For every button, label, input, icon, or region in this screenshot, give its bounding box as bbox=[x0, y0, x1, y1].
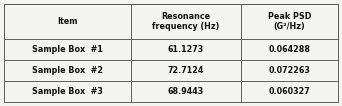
Bar bbox=[131, 81, 241, 102]
Bar bbox=[131, 4, 241, 39]
Bar bbox=[241, 39, 338, 60]
Bar bbox=[131, 60, 241, 81]
Bar bbox=[241, 60, 338, 81]
Bar bbox=[241, 4, 338, 39]
Text: 0.060327: 0.060327 bbox=[268, 87, 311, 96]
Bar bbox=[4, 60, 131, 81]
Bar bbox=[4, 39, 131, 60]
Bar bbox=[241, 81, 338, 102]
Text: Sample Box  #1: Sample Box #1 bbox=[32, 45, 103, 54]
Text: 0.064288: 0.064288 bbox=[268, 45, 311, 54]
Text: Peak PSD
(G²/Hz): Peak PSD (G²/Hz) bbox=[268, 12, 311, 31]
Text: Sample Box  #3: Sample Box #3 bbox=[32, 87, 103, 96]
Text: 68.9443: 68.9443 bbox=[168, 87, 204, 96]
Bar bbox=[4, 81, 131, 102]
Text: 72.7124: 72.7124 bbox=[168, 66, 204, 75]
Text: 0.072263: 0.072263 bbox=[268, 66, 311, 75]
Text: Resonance
frequency (Hz): Resonance frequency (Hz) bbox=[152, 12, 220, 31]
Text: Item: Item bbox=[57, 17, 78, 26]
Text: 61.1273: 61.1273 bbox=[168, 45, 204, 54]
Bar bbox=[131, 39, 241, 60]
Text: Sample Box  #2: Sample Box #2 bbox=[32, 66, 103, 75]
Bar bbox=[4, 4, 131, 39]
